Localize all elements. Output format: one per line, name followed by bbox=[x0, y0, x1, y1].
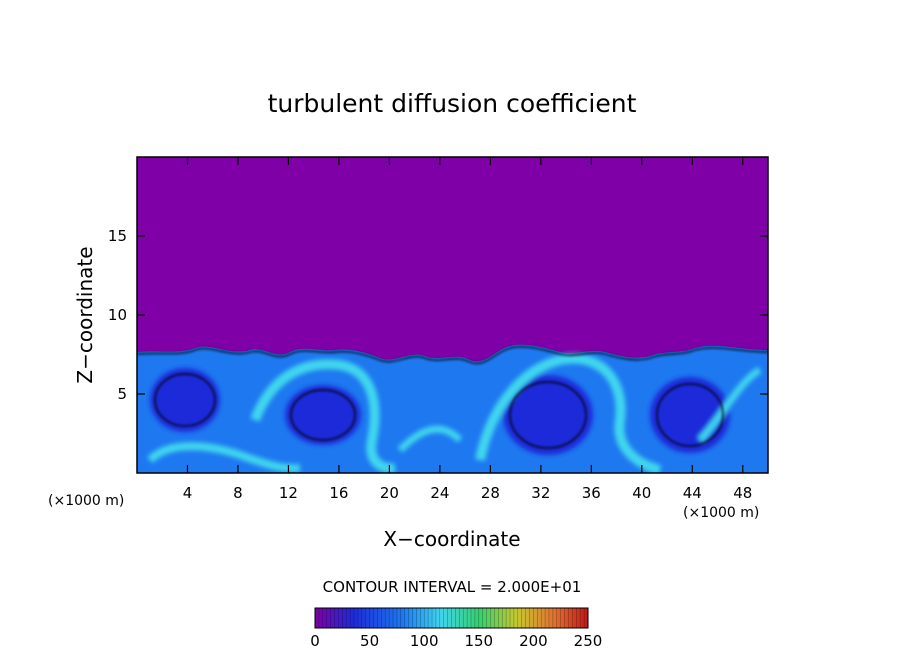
x-tick-label: 48 bbox=[733, 484, 752, 502]
eddy-2 bbox=[285, 385, 361, 445]
y-axis-label: Z−coordinate bbox=[73, 246, 97, 383]
contour-top bbox=[137, 345, 768, 364]
filament-1 bbox=[250, 359, 396, 473]
x-tick-label: 32 bbox=[531, 484, 550, 502]
x-tick-label: 8 bbox=[233, 484, 243, 502]
x-tick-label: 40 bbox=[632, 484, 651, 502]
eddy-3 bbox=[503, 375, 593, 455]
filament-3 bbox=[147, 442, 301, 473]
x-tick-label: 24 bbox=[430, 484, 449, 502]
x-tick-label: 12 bbox=[279, 484, 298, 502]
colorbar-tick-label: 150 bbox=[464, 632, 493, 650]
eddy-4 bbox=[650, 377, 730, 453]
x-tick-label: 28 bbox=[481, 484, 500, 502]
y-tick-label: 5 bbox=[117, 385, 127, 403]
colorbar-tick-label: 50 bbox=[360, 632, 379, 650]
colorbar-tick-label: 200 bbox=[519, 632, 548, 650]
x-unit-left: (×1000 m) bbox=[48, 493, 124, 509]
colorbar-ticks: 0 50 100 150 200 250 bbox=[310, 632, 602, 650]
filament-5 bbox=[697, 366, 762, 443]
x-axis: 4 8 12 16 20 24 28 32 36 40 44 48 bbox=[183, 157, 752, 502]
x-tick-label: 4 bbox=[183, 484, 193, 502]
filament-2 bbox=[475, 353, 662, 473]
colorbar-tick-label: 100 bbox=[410, 632, 439, 650]
chart-title: turbulent diffusion coefficient bbox=[268, 89, 637, 118]
contour-3 bbox=[509, 381, 587, 449]
x-axis-label: X−coordinate bbox=[383, 527, 520, 551]
x-tick-label: 20 bbox=[380, 484, 399, 502]
contour-2 bbox=[290, 389, 356, 441]
filament-4 bbox=[397, 425, 463, 453]
colorbar-tick-label: 0 bbox=[310, 632, 320, 650]
colorbar bbox=[314, 607, 589, 629]
colorbar-stripes bbox=[318, 608, 585, 628]
contour-4 bbox=[656, 383, 724, 447]
y-tick-label: 10 bbox=[108, 306, 127, 324]
contour-interval: CONTOUR INTERVAL = 2.000E+01 bbox=[323, 578, 582, 596]
eddy-1 bbox=[150, 368, 220, 432]
plot-area bbox=[137, 157, 768, 473]
colorbar-tick-label: 250 bbox=[574, 632, 603, 650]
x-tick-label: 36 bbox=[582, 484, 601, 502]
x-unit-right: (×1000 m) bbox=[683, 505, 759, 521]
x-tick-label: 44 bbox=[683, 484, 702, 502]
y-axis: 5 10 15 bbox=[108, 227, 768, 403]
x-tick-label: 16 bbox=[329, 484, 348, 502]
contour-1 bbox=[154, 373, 216, 427]
y-tick-label: 15 bbox=[108, 227, 127, 245]
